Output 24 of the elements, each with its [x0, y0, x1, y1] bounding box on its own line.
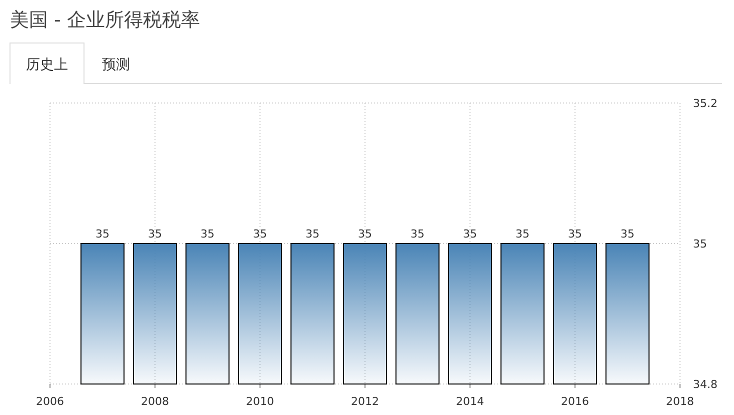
- text: 历史上: [26, 57, 68, 73]
- x-tick-label: 2006: [36, 395, 64, 408]
- y-tick-label: 34.8: [693, 378, 718, 391]
- data-label: 35: [410, 228, 424, 240]
- data-label: 35: [516, 228, 530, 240]
- x-tick-label: 2010: [246, 395, 274, 408]
- data-label: 35: [358, 228, 372, 240]
- data-label: 35: [96, 228, 110, 240]
- data-label: 35: [306, 228, 320, 240]
- chart-title: 美国 - 企业所得税税率: [10, 9, 200, 31]
- data-label: 35: [200, 228, 214, 240]
- text: 预测: [102, 57, 130, 73]
- x-tick-label: 2008: [141, 395, 169, 408]
- data-label: 35: [568, 228, 582, 240]
- data-label: 35: [620, 228, 634, 240]
- y-tick-label: 35.2: [693, 97, 718, 110]
- y-tick-label: 35: [693, 238, 707, 250]
- x-tick-label: 2014: [456, 395, 484, 408]
- data-label: 35: [148, 228, 162, 240]
- data-label: 35: [463, 228, 477, 240]
- x-tick-label: 2012: [351, 395, 379, 408]
- x-tick-label: 2018: [666, 395, 694, 408]
- data-label: 35: [253, 228, 267, 240]
- x-tick-label: 2016: [561, 395, 589, 408]
